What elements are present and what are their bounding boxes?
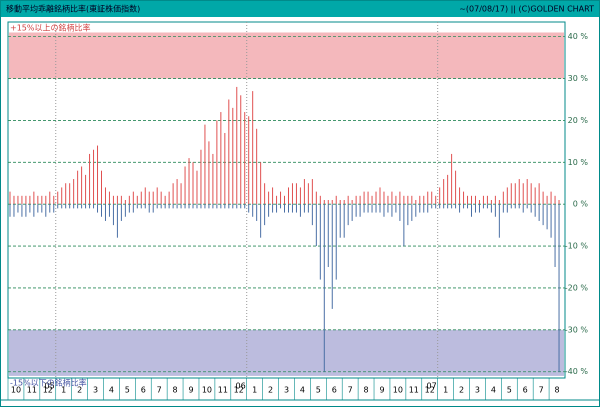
plot-frame xyxy=(7,21,566,379)
x-tick-label: 12 xyxy=(43,386,53,395)
annotation: +15%以上の銘柄比率 xyxy=(10,23,90,33)
x-tick-label: 11 xyxy=(409,386,419,395)
x-tick-label: 3 xyxy=(284,386,289,395)
x-tick-label: 2 xyxy=(268,386,273,395)
x-tick-label: 3 xyxy=(93,386,98,395)
x-tick-label: 7 xyxy=(539,386,544,395)
year-label: 07 xyxy=(426,382,436,391)
x-tick-label: 2 xyxy=(77,386,82,395)
x-tick-label: 11 xyxy=(27,386,37,395)
title-bar xyxy=(1,1,599,17)
x-tick-label: 4 xyxy=(491,386,496,395)
x-tick-label: 4 xyxy=(109,386,114,395)
x-tick-label: 6 xyxy=(523,386,528,395)
x-tick-label: 3 xyxy=(475,386,480,395)
x-tick-label: 10 xyxy=(11,386,21,395)
year-label: 06 xyxy=(236,382,246,391)
x-tick-label: 12 xyxy=(425,386,435,395)
year-label: 05 xyxy=(45,382,55,391)
y-tick-label: -30 % xyxy=(565,325,589,334)
x-tick-label: 8 xyxy=(364,386,369,395)
y-tick-label: -10 % xyxy=(565,242,589,251)
y-tick-label: 0 % xyxy=(573,200,589,209)
x-tick-label: 10 xyxy=(393,386,403,395)
x-tick-label: 1 xyxy=(61,386,66,395)
chart-subtitle: ~(07/08/17) || (C)GOLDEN CHART xyxy=(459,5,594,14)
x-tick-label: 2 xyxy=(459,386,464,395)
y-tick-label: 20 % xyxy=(568,116,589,125)
band xyxy=(9,329,564,376)
x-tick-label: 7 xyxy=(348,386,353,395)
x-tick-label: 4 xyxy=(300,386,305,395)
x-tick-label: 9 xyxy=(379,386,384,395)
y-tick-label: 30 % xyxy=(568,74,589,83)
x-tick-label: 11 xyxy=(218,386,228,395)
x-tick-label: 1 xyxy=(443,386,448,395)
x-tick-label: 5 xyxy=(507,386,512,395)
y-tick-label: 10 % xyxy=(568,158,589,167)
x-tick-label: 8 xyxy=(554,386,559,395)
x-tick-label: 10 xyxy=(202,386,212,395)
x-tick-label: 7 xyxy=(157,386,162,395)
y-tick-label: -20 % xyxy=(565,283,589,292)
annotation: -15%以下の銘柄比率 xyxy=(10,378,87,388)
x-tick-label: 6 xyxy=(332,386,337,395)
band xyxy=(9,32,564,79)
x-tick-label: 5 xyxy=(125,386,130,395)
x-tick-label: 8 xyxy=(173,386,178,395)
x-tick-label: 5 xyxy=(316,386,321,395)
x-tick-label: 12 xyxy=(234,386,244,395)
x-tick-label: 9 xyxy=(188,386,193,395)
x-tick-label: 1 xyxy=(252,386,257,395)
x-tick-label: 6 xyxy=(141,386,146,395)
y-tick-label: 40 % xyxy=(568,32,589,41)
y-tick-label: -40 % xyxy=(565,367,589,376)
chart-title: 移動平均乖離銘柄比率(東証株価指数) xyxy=(6,4,140,14)
